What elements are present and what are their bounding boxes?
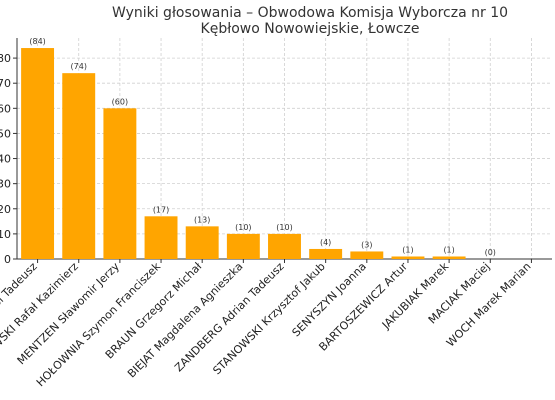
bar	[268, 233, 301, 259]
bars	[21, 48, 466, 260]
data-label: (3)	[361, 240, 372, 249]
bar	[226, 233, 260, 259]
y-tick-label: 70	[0, 77, 11, 90]
data-label: (17)	[153, 205, 169, 214]
y-tick-label: 40	[0, 153, 11, 166]
bar	[21, 48, 55, 259]
data-label: (74)	[71, 62, 87, 71]
data-label: (84)	[29, 37, 45, 46]
y-tick-label: 50	[0, 127, 11, 140]
bar	[185, 226, 219, 259]
bar	[62, 73, 96, 259]
data-label: (60)	[112, 97, 128, 106]
bar	[350, 251, 384, 259]
bar	[144, 216, 178, 259]
chart-title: Wyniki głosowania – Obwodowa Komisja Wyb…	[112, 5, 508, 21]
data-labels: (84) (74) (60) (17) (13) (10) (10) (4) (3) (1) (1)…	[29, 37, 496, 257]
x-tick-label: WOCH Marek Marian	[444, 260, 534, 350]
data-label: (10)	[276, 223, 292, 232]
x-tick-label: SENYSZYN Joanna	[290, 260, 369, 339]
data-label: (10)	[235, 223, 251, 232]
grid	[17, 38, 552, 260]
y-tick-label: 60	[0, 102, 11, 115]
data-label: (1)	[402, 245, 413, 254]
data-label: (4)	[320, 238, 331, 247]
data-label: (13)	[194, 215, 210, 224]
data-label: (0)	[485, 248, 496, 257]
chart-subtitle: Kębłowo Nowowiejskie, Łowcze	[201, 21, 420, 37]
data-label: (1)	[443, 245, 454, 254]
bar	[391, 256, 425, 259]
y-tick-label: 10	[0, 228, 11, 241]
y-tick-label: 80	[0, 52, 11, 65]
bar	[432, 256, 466, 259]
y-tick-label: 20	[0, 203, 11, 216]
y-tick-label: 0	[4, 253, 11, 266]
y-tick-label: 30	[0, 178, 11, 191]
bar	[103, 108, 137, 260]
bar	[309, 248, 343, 259]
